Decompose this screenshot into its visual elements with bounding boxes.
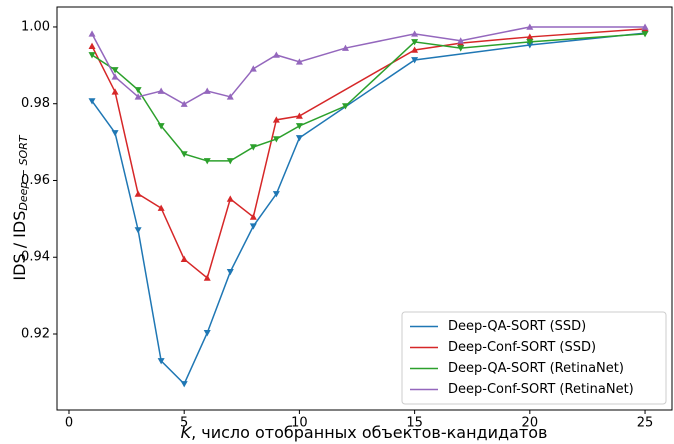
series-line [91,26,646,105]
point-marker [641,23,649,30]
y-tick-label: 1.00 [21,19,50,34]
y-tick-label: 0.96 [21,173,50,188]
point-marker [526,33,534,40]
point-marker [272,116,280,123]
point-marker [249,213,257,220]
series-line [91,33,646,162]
point-marker [203,274,211,281]
point-marker [157,204,165,211]
point-marker [411,30,419,37]
y-tick-label: 0.92 [21,327,50,342]
point-marker [411,39,419,46]
legend-label: Deep-Conf-SORT (RetinaNet) [448,382,634,397]
point-marker [111,130,119,137]
x-axis-label: K, число отобранных объектов-кандидатов [181,423,548,442]
x-tick-label: 25 [637,416,654,431]
x-label-text: , число отобранных объектов-кандидатов [191,423,547,442]
point-marker [88,52,96,59]
y-axis-label: IDS / IDSDeep − SORT [10,134,31,280]
point-marker [180,381,188,388]
y-tick-label: 0.98 [21,96,50,111]
point-marker [157,358,165,365]
y-tick-label: 0.94 [21,250,50,265]
point-marker [341,103,349,110]
point-marker [134,190,142,197]
point-marker [203,158,211,165]
point-marker [295,112,303,119]
point-marker [111,67,119,74]
point-marker [134,93,142,100]
x-tick-label: 20 [522,416,539,431]
point-marker [203,330,211,337]
point-marker [180,151,188,158]
point-marker [526,23,534,30]
point-marker [88,42,96,49]
y-label-sub: Deep − SORT [17,134,30,210]
point-marker [180,100,188,107]
point-marker [111,88,119,95]
point-marker [226,93,234,100]
point-marker [341,44,349,51]
point-marker [203,87,211,94]
x-label-var: K [181,423,193,442]
point-marker [157,123,165,130]
series-line [91,28,646,280]
y-label-main: IDS / IDS [10,211,29,281]
point-marker [272,51,280,58]
point-marker [411,46,419,53]
point-marker [226,158,234,165]
point-marker [249,65,257,72]
point-marker [226,269,234,276]
x-tick-label: 5 [180,416,188,431]
point-marker [134,87,142,94]
point-marker [295,58,303,65]
x-tick-label: 0 [65,416,73,431]
point-marker [88,30,96,37]
x-tick-label: 15 [406,416,423,431]
point-marker [111,73,119,80]
point-marker [249,144,257,151]
point-marker [272,136,280,143]
point-marker [457,45,465,52]
legend-label: Deep-QA-SORT (SSD) [448,319,586,334]
point-marker [641,31,649,38]
legend-label: Deep-QA-SORT (RetinaNet) [448,361,624,376]
x-tick-label: 10 [291,416,308,431]
point-marker [134,227,142,234]
plot-frame [56,6,673,411]
point-marker [180,255,188,262]
point-marker [411,57,419,64]
point-marker [295,135,303,142]
point-marker [88,98,96,105]
point-marker [295,123,303,130]
point-marker [457,37,465,44]
legend-label: Deep-Conf-SORT (SSD) [448,340,596,355]
point-marker [226,195,234,202]
point-marker [157,87,165,94]
point-marker [526,39,534,46]
point-marker [272,191,280,198]
point-marker [249,223,257,230]
legend-box [401,311,667,405]
